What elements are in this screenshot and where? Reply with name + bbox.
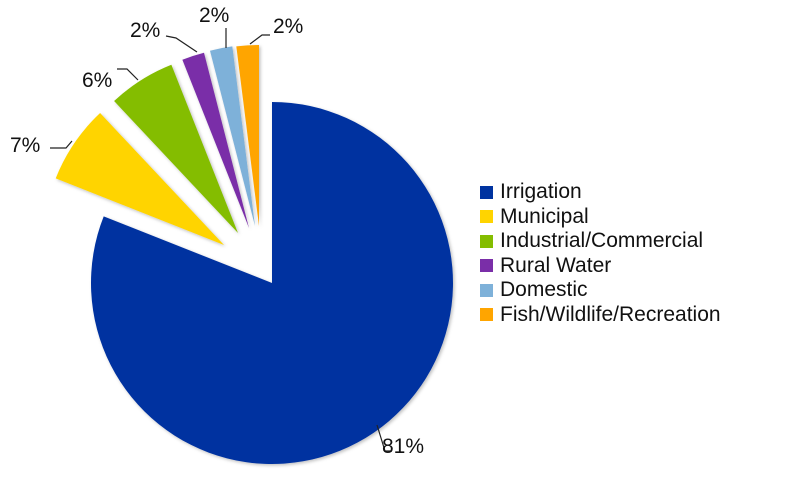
pie-slice-rural-water: [182, 52, 249, 228]
leader-line-irrigation: [376, 424, 392, 452]
legend: Irrigation Municipal Industrial/Commerci…: [480, 180, 721, 327]
leader-line-rural-water: [165, 35, 198, 53]
legend-label: Rural Water: [500, 253, 612, 277]
legend-label: Irrigation: [500, 180, 582, 204]
legend-label: Industrial/Commercial: [500, 229, 704, 253]
legend-label: Municipal: [500, 204, 589, 228]
data-label-municipal: 7%: [10, 134, 40, 157]
leader-line-industrial: [117, 68, 139, 81]
legend-swatch-rural-water: [480, 259, 493, 273]
legend-item-domestic: Domestic: [480, 278, 721, 303]
pie-slice-irrigation: [90, 102, 453, 464]
legend-label: Fish/Wildlife/Recreation: [500, 302, 721, 326]
leader-line-municipal: [50, 140, 73, 149]
legend-swatch-domestic: [480, 283, 493, 297]
legend-swatch-irrigation: [480, 185, 493, 199]
legend-swatch-municipal: [480, 210, 493, 224]
pie-slice-domestic: [209, 46, 255, 227]
legend-swatch-fish-wildlife: [480, 308, 493, 322]
legend-item-municipal: Municipal: [480, 205, 721, 230]
legend-swatch-industrial: [480, 234, 493, 248]
legend-item-industrial: Industrial/Commercial: [480, 229, 721, 254]
pie-slice-municipal: [55, 113, 225, 245]
legend-item-irrigation: Irrigation: [480, 180, 721, 205]
data-label-fish-wildlife: 2%: [273, 15, 303, 38]
data-label-domestic: 2%: [199, 4, 229, 27]
pie-slice-fish-wildlife: [236, 45, 259, 226]
legend-label: Domestic: [500, 278, 588, 302]
leader-line-fish-wildlife: [249, 34, 270, 45]
data-label-irrigation: 81%: [382, 435, 424, 458]
legend-item-fish-wildlife: Fish/Wildlife/Recreation: [480, 303, 721, 328]
data-label-rural-water: 2%: [130, 19, 160, 42]
pie-slice-industrial: [114, 64, 238, 234]
legend-item-rural-water: Rural Water: [480, 254, 721, 279]
data-label-industrial: 6%: [82, 69, 112, 92]
